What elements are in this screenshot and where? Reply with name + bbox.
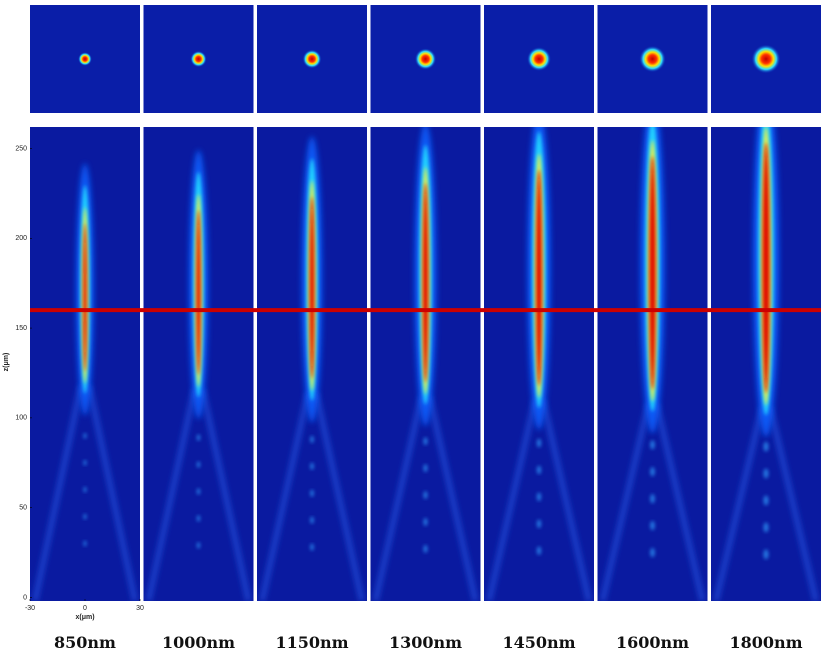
x-axis-label: x(μm) [75, 614, 94, 621]
x-tick-label: 30 [136, 605, 144, 612]
side-lobe [713, 406, 819, 601]
beam-lobe [650, 520, 655, 531]
x-tick-label: 0 [83, 605, 87, 612]
beam-lobe [310, 516, 314, 524]
mode-spot [639, 45, 666, 73]
beam-lobe [423, 491, 428, 500]
wavelength-label: 1150nm [275, 633, 348, 652]
beam-lobe [310, 543, 314, 551]
beam-lobe [650, 547, 655, 558]
wavelength-label: 1800nm [729, 633, 802, 652]
beam-lobe [83, 540, 87, 547]
side-lobe [486, 399, 592, 601]
wavelength-label: 850nm [54, 633, 116, 652]
beam-lobe [423, 464, 428, 473]
beam-core [422, 183, 429, 383]
beam-lobe [536, 519, 542, 529]
wavelength-label: 1450nm [502, 633, 575, 652]
beam-core [649, 156, 656, 390]
mode-spot [78, 52, 92, 66]
beam-lobe [196, 461, 201, 468]
beam-core [196, 209, 201, 376]
mode-spot [414, 48, 437, 70]
y-tick-label: 0 [23, 594, 27, 601]
beam-core [762, 142, 770, 394]
beam-panel [484, 127, 594, 601]
beam-lobe [423, 437, 428, 446]
beam-lobe [310, 435, 314, 444]
beam-lobe [423, 544, 428, 553]
beam-panel [597, 127, 708, 601]
beam-lobe [310, 489, 314, 497]
beam-lobe [650, 440, 655, 450]
x-tick-label: -30 [25, 605, 35, 612]
y-tick-label: 250 [15, 145, 27, 152]
beam-lobe [196, 434, 201, 441]
side-lobe [373, 395, 478, 601]
beam-lobe [763, 522, 769, 533]
beam-lobe [763, 441, 769, 452]
beam-lobe [536, 492, 542, 502]
beam-lobe [196, 488, 201, 495]
mode-spot [190, 50, 207, 68]
beam-lobe [536, 438, 542, 448]
y-axis-label: z(μm) [3, 353, 10, 372]
side-lobe [259, 392, 365, 601]
wavelength-label: 1000nm [162, 633, 235, 652]
panels: 850nm 1000nm 1150nm 1300nm 1450nm 1600nm 1800n… [30, 5, 821, 652]
y-tick-label: 150 [15, 325, 27, 332]
beam-lobe [83, 513, 87, 520]
side-lobe [600, 402, 705, 601]
beam-panel [711, 127, 821, 601]
beam-lobe [83, 486, 87, 493]
wavelength-label: 1300nm [389, 633, 462, 652]
beam-lobe [650, 467, 655, 477]
beam-lobe [83, 432, 87, 439]
beam-core [309, 196, 315, 379]
beam-lobe [650, 493, 655, 504]
beam-core [536, 169, 542, 386]
beam-lobe [763, 549, 769, 560]
beam-panel [30, 127, 140, 601]
beam-lobe [310, 462, 314, 471]
beam-lobe [83, 459, 87, 466]
beam-lobe [763, 495, 769, 506]
wavelength-label: 1600nm [616, 633, 689, 652]
beam-panel [257, 127, 367, 601]
beam-panel [370, 127, 481, 601]
y-tick-label: 200 [15, 235, 27, 242]
side-lobe [32, 385, 138, 601]
beam-lobe [423, 518, 428, 526]
mode-spot [751, 44, 781, 74]
beam-lobe [196, 542, 201, 549]
side-lobe [146, 388, 251, 601]
beam-lobe [536, 546, 542, 556]
beam-lobe [536, 465, 542, 475]
mode-spot [302, 49, 322, 69]
beam-lobe [196, 515, 201, 522]
beam-lobe [763, 468, 769, 479]
mode-spot [526, 46, 552, 72]
beam-core [83, 223, 87, 372]
beam-panel [143, 127, 254, 601]
y-tick-label: 50 [19, 504, 27, 511]
y-tick-label: 100 [15, 415, 27, 422]
